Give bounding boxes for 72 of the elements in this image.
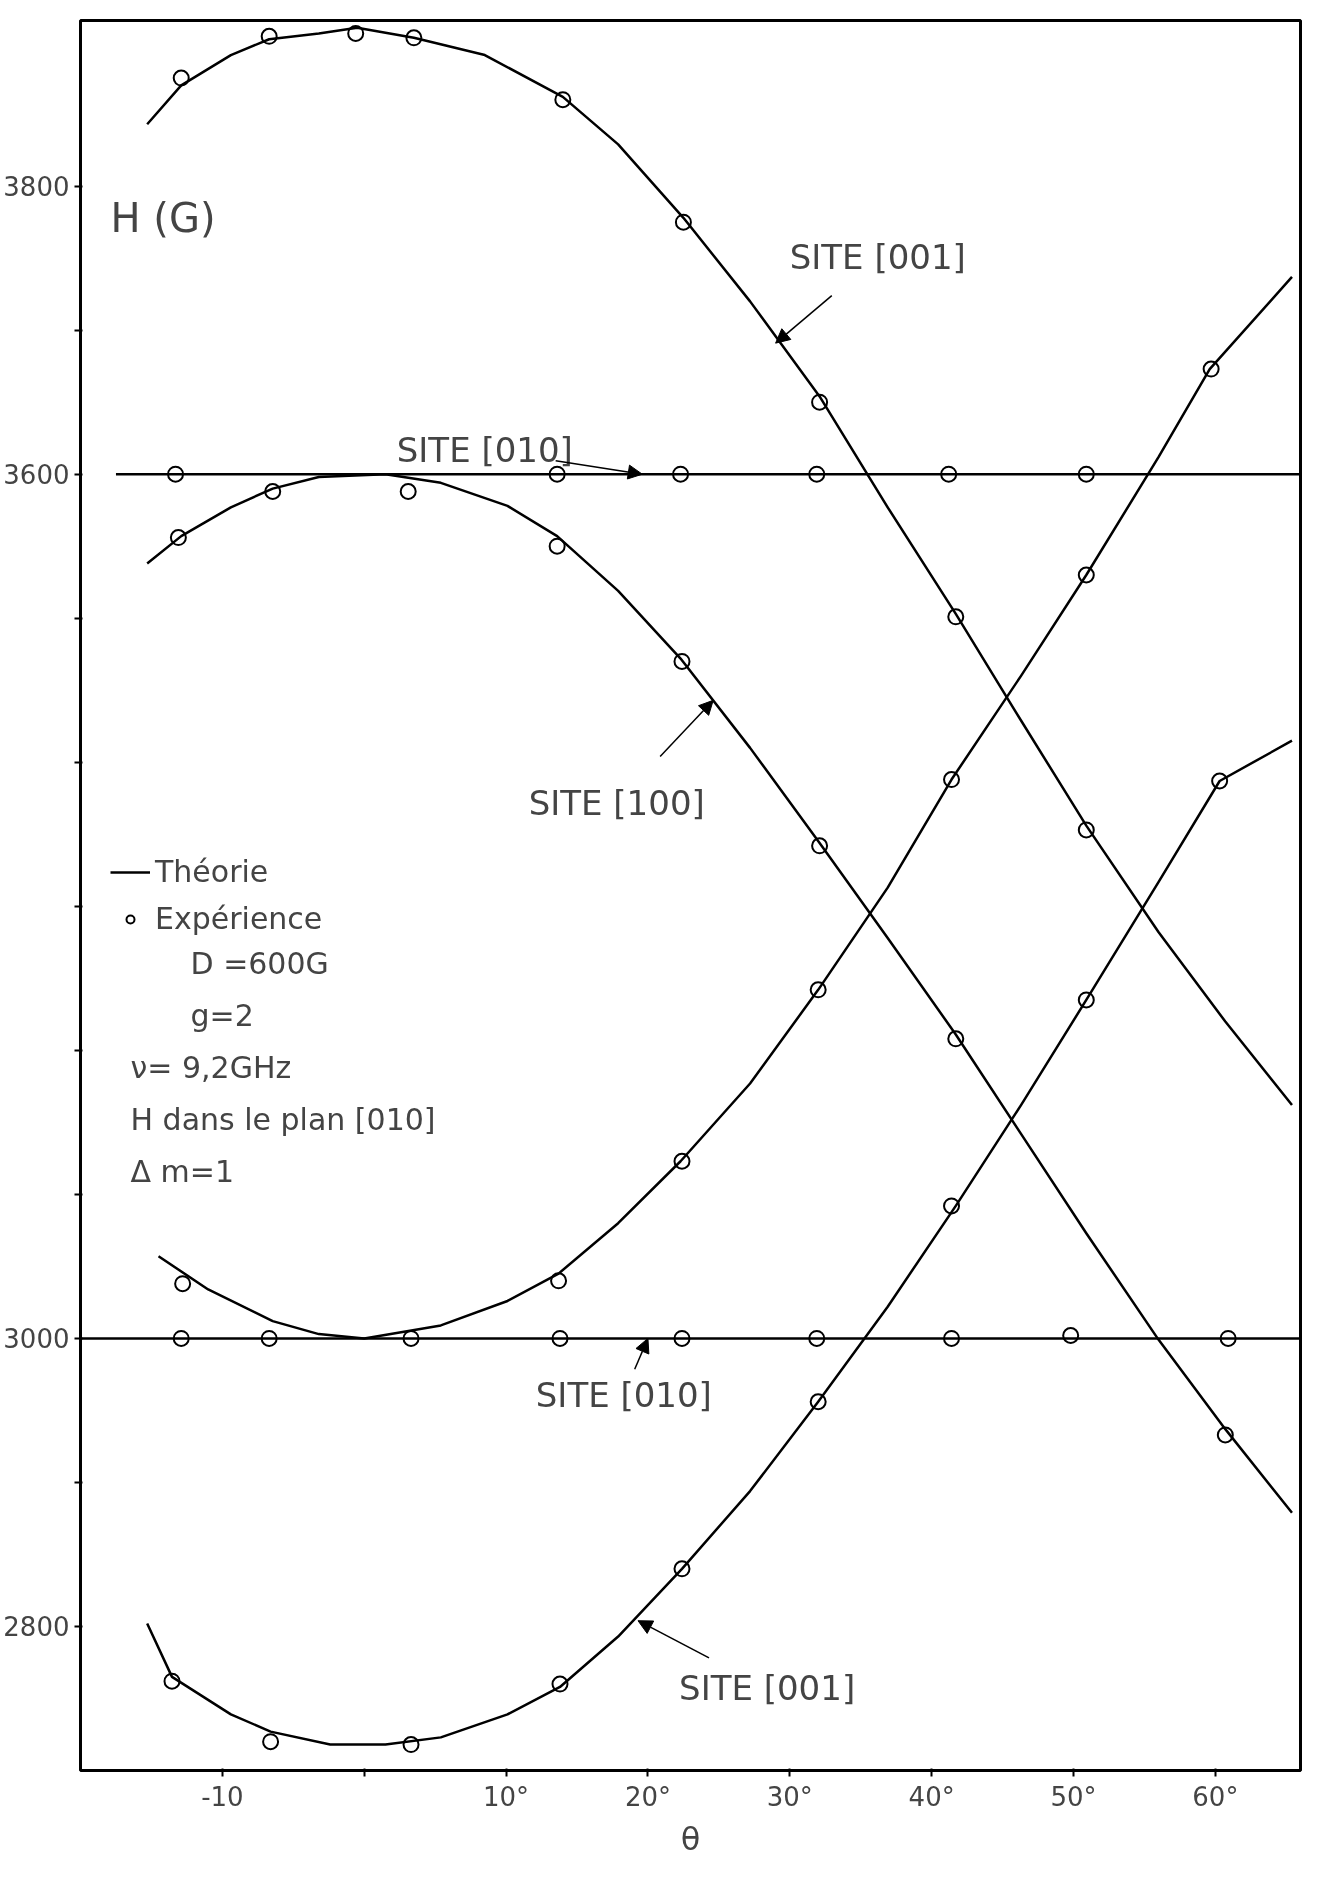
- y-tick-label: 2800: [3, 1612, 70, 1643]
- point: [673, 1329, 691, 1347]
- annotation: D =600G: [190, 945, 329, 981]
- point: [405, 29, 423, 47]
- point: [402, 1329, 420, 1347]
- point: [947, 608, 965, 626]
- point: [1077, 566, 1095, 584]
- point: [673, 1152, 691, 1170]
- point: [264, 483, 282, 500]
- point: [1077, 991, 1095, 1009]
- x-tick-label: 50°: [1050, 1781, 1097, 1812]
- annotation: SITE [100]: [528, 782, 705, 823]
- y-tick-label: 3600: [3, 460, 70, 491]
- annotation: SITE [010]: [535, 1374, 712, 1415]
- point: [163, 1672, 181, 1690]
- y-axis-title: H (G): [110, 194, 216, 241]
- point: [674, 213, 692, 231]
- point: [402, 1736, 420, 1754]
- point: [550, 1272, 568, 1290]
- point: [1202, 360, 1220, 378]
- point: [554, 91, 572, 109]
- point: [347, 24, 365, 42]
- point: [809, 1393, 827, 1411]
- point: [811, 393, 829, 411]
- point: [808, 1329, 826, 1347]
- point: [169, 529, 187, 547]
- point: [943, 1197, 961, 1215]
- point: [551, 1329, 569, 1347]
- annotation: H dans le plan [010]: [130, 1101, 436, 1137]
- x-tick-label: 60°: [1192, 1781, 1239, 1812]
- point: [1211, 772, 1229, 790]
- legend-label: Théorie: [155, 854, 269, 889]
- x-tick-label: 30°: [766, 1781, 813, 1812]
- annotation: SITE [010]: [396, 429, 573, 470]
- point: [673, 652, 691, 670]
- point: [260, 1329, 278, 1347]
- point: [808, 465, 826, 483]
- point: [1077, 465, 1095, 483]
- annotation: g=2: [190, 997, 254, 1033]
- point: [672, 465, 690, 483]
- annotation: Δ m=1: [130, 1153, 235, 1189]
- point: [260, 27, 278, 45]
- point: [174, 1275, 192, 1293]
- point: [262, 1733, 280, 1751]
- x-tick-label: -10: [201, 1781, 244, 1812]
- legend-label: Expérience: [155, 901, 323, 936]
- point: [943, 1329, 961, 1347]
- x-tick-label: 40°: [908, 1781, 955, 1812]
- point: [548, 537, 566, 555]
- x-tick-label: 10°: [483, 1781, 530, 1812]
- point: [551, 1675, 569, 1693]
- y-tick-label: 3800: [3, 172, 70, 203]
- y-tick-label: 3000: [3, 1324, 70, 1355]
- point: [809, 981, 827, 999]
- point: [172, 69, 190, 87]
- point: [167, 465, 185, 483]
- x-tick-label: 20°: [624, 1781, 671, 1812]
- point: [940, 465, 958, 483]
- annotation: ν= 9,2GHz: [130, 1049, 292, 1085]
- point: [1216, 1426, 1234, 1444]
- point: [811, 837, 829, 855]
- point: [399, 483, 417, 500]
- point: [1062, 1327, 1080, 1345]
- annotation: SITE [001]: [789, 236, 966, 277]
- point: [673, 1560, 691, 1578]
- x-axis-title: θ: [680, 1819, 701, 1858]
- point: [1219, 1329, 1237, 1347]
- point: [1077, 821, 1095, 839]
- point: [947, 1030, 965, 1048]
- point: [172, 1329, 190, 1347]
- point: [943, 771, 961, 789]
- annotation: SITE [001]: [679, 1668, 856, 1709]
